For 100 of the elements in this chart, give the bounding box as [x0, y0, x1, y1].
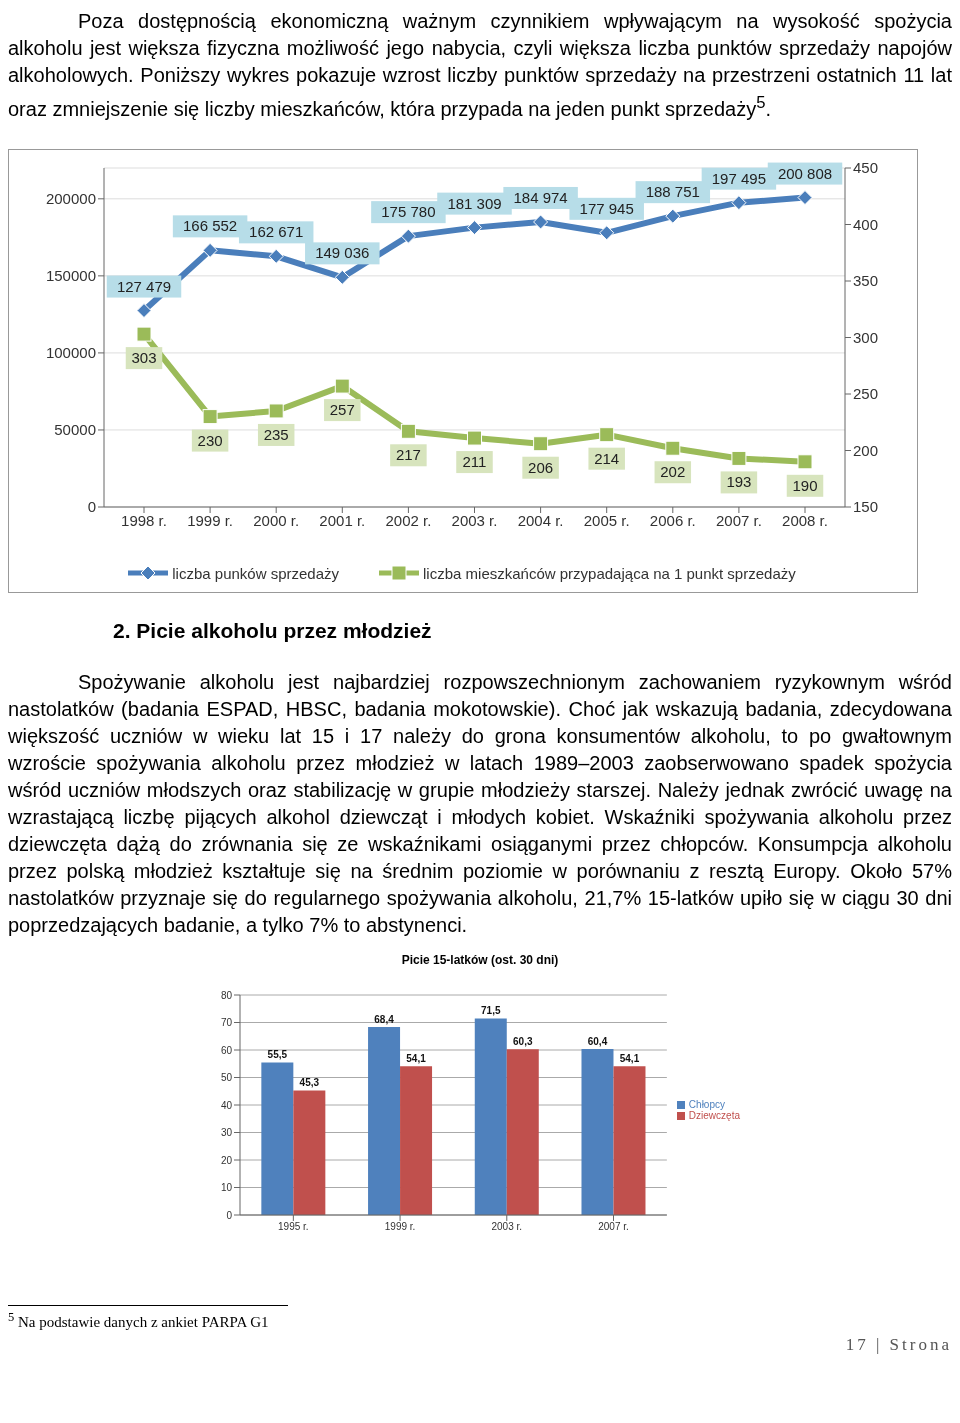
y-tick-label: 30: [220, 1126, 233, 1138]
y-tick-label: 50: [220, 1071, 233, 1083]
point: [797, 189, 813, 205]
data-label: 68,4: [374, 1013, 395, 1025]
x-tick-label: 2004 r.: [517, 511, 564, 529]
data-label: 190: [792, 476, 818, 494]
text: Poza dostępnością ekonomiczną ważnym czynnikiem wpływającym na wysokość spożycia alkoholu jest większa fizyczna możliwość jego nabycia, czyli większa liczba punktów sprzedaży napojów alkoholowych. Poniższy wykres pokazuje wzrost liczby punktów sprzedaży na przestrzeni ostatnich 11 lat oraz zmniejszenie się liczby mieszkańców, która przypada na jeden punkt sprzedaży$^{5}$.: [8, 9, 952, 122]
bar: [581, 1048, 614, 1215]
point: [533, 214, 549, 230]
y-tick-label: 80: [220, 989, 233, 1001]
data-label: 60,4: [587, 1035, 608, 1047]
y-tick-label: 150000: [45, 266, 96, 284]
x-tick-label: 2003 r.: [451, 511, 498, 529]
point: [467, 219, 482, 235]
data-label: 197 495: [711, 169, 767, 187]
data-label: 200 808: [777, 164, 833, 182]
x-tick-label: 2007 r.: [598, 1220, 629, 1232]
y2-tick-label: 450: [853, 158, 879, 176]
x-tick-label: 1995 r.: [278, 1220, 309, 1232]
text: Spożywanie alkoholu jest najbardziej rozpowszechnionym zachowaniem ryzykownym wśród nastolatków (badania ESPAD, HBSC, badania mokotowskie). Choć jak wskazują badania, zdecydowana większość uczniów w wieku lat 15 i 17 należy do grona konsumentów alkoholu, to po gwałtownym wzroście spożywania alkoholu przez młodzież w latach 1989–2003 zaobserwowano spadek spożycia wśród uczniów młodszych oraz stabilizację w grupie młodzieży starszej. Należy jednak zwrócić uwagę na wzrastającą liczbę pijących alkohol dziewcząt i młodych kobiet. Wskaźniki spożywania alkoholu przez dziewczęta dążą do zrównania się ze wskaźnikami osiąganymi przez chłopców. Konsumpcja alkoholu przez polską młodzież kształtuje się na średnim poziomie w porównaniu z resztą Europy. Około 57% nastolatków przyznaje się do regularnego spożywania alkoholu, 21,7% 15-latków upiło się w ciągu 30 dni poprzedzających badanie, a tylko 7% to abstynenci.: [8, 670, 952, 936]
y2-tick-label: 400: [853, 215, 879, 233]
point: [268, 248, 284, 264]
data-label: 303: [131, 348, 157, 366]
data-label: 188 751: [645, 182, 700, 200]
x-tick-label: 2000 r.: [253, 511, 300, 529]
x-tick-label: 1999 r.: [384, 1220, 416, 1232]
bar: [400, 1065, 433, 1215]
x-tick-label: 2005 r.: [583, 511, 630, 529]
bar: [474, 1018, 507, 1215]
y-tick-label: 0: [226, 1209, 233, 1221]
y2-tick-label: 350: [853, 271, 879, 289]
point: [334, 269, 350, 285]
point: [268, 403, 284, 419]
data-label: 211: [462, 452, 487, 470]
data-label: 184 974: [513, 188, 568, 206]
point: [334, 378, 350, 394]
x-tick-label: 2001 r.: [319, 511, 366, 529]
y-tick-label: 60: [220, 1044, 233, 1056]
x-tick-label: 2006 r.: [649, 511, 696, 529]
data-label: 162 671: [249, 223, 304, 240]
point: [599, 224, 615, 240]
data-label: 257: [329, 400, 355, 418]
data-label: 214: [594, 449, 620, 467]
y-tick-label: 0: [87, 497, 96, 515]
x-tick-label: 2003 r.: [491, 1220, 523, 1232]
data-label: 60,3: [513, 1035, 533, 1047]
data-label: 217: [395, 445, 421, 463]
bar: [613, 1065, 646, 1215]
point: [467, 430, 482, 446]
y2-tick-label: 300: [853, 328, 879, 346]
data-label: 45,3: [299, 1077, 320, 1089]
bar: [261, 1062, 294, 1215]
point: [599, 426, 615, 442]
y2-tick-label: 250: [853, 384, 879, 402]
bar: [368, 1026, 401, 1215]
chart-title: Picie 15-latków (ost. 30 dni): [400, 952, 560, 967]
point: [665, 440, 681, 456]
y-tick-label: 70: [220, 1016, 233, 1028]
y-tick-label: 50000: [54, 420, 96, 438]
data-label: 149 036: [315, 244, 370, 262]
text: 2. Picie alkoholu przez młodzież: [113, 618, 433, 643]
x-tick-label: 2008 r.: [782, 511, 828, 529]
data-label: 193: [726, 473, 752, 491]
point: [400, 228, 416, 244]
data-label: 54,1: [619, 1052, 640, 1064]
data-label: 166 552: [182, 217, 238, 235]
data-label: 127 479: [116, 277, 172, 295]
y-tick-label: 40: [220, 1099, 233, 1111]
legend-label: Chłopcy: [688, 1098, 725, 1110]
point: [136, 326, 152, 342]
y-tick-label: 200000: [45, 189, 96, 207]
legend-label: liczba mieszkańców przypadająca na 1 punkt sprzedaży: [422, 564, 796, 582]
point: [665, 208, 681, 224]
legend-label: liczba punków sprzedaży: [171, 564, 340, 582]
y-tick-label: 100000: [45, 343, 96, 361]
data-label: 202: [660, 462, 686, 480]
y-tick-label: 10: [220, 1181, 233, 1193]
data-label: 230: [197, 431, 223, 449]
point: [136, 302, 152, 318]
bar: [293, 1090, 326, 1215]
data-label: 54,1: [406, 1052, 427, 1064]
text: 17 | Strona: [844, 1334, 952, 1355]
data-label: 206: [528, 458, 554, 476]
data-label: 177 945: [579, 199, 634, 217]
y2-tick-label: 200: [853, 441, 879, 459]
x-tick-label: 1998 r.: [121, 511, 167, 529]
data-label: 235: [263, 425, 289, 443]
data-label: 71,5: [481, 1005, 501, 1017]
x-tick-label: 1999 r.: [187, 511, 234, 529]
data-label: 175 780: [381, 202, 436, 220]
text: $^{5}$ Na podstawie danych z ankiet PARPA G1: [8, 1309, 270, 1331]
x-tick-label: 2007 r.: [715, 511, 762, 529]
data-label: 55,5: [267, 1049, 288, 1061]
point: [202, 408, 218, 424]
x-tick-label: 2002 r.: [385, 511, 432, 529]
data-label: 181 309: [447, 194, 502, 212]
bar: [506, 1048, 539, 1215]
point: [202, 242, 218, 258]
point: [731, 194, 747, 210]
point: [533, 435, 549, 451]
